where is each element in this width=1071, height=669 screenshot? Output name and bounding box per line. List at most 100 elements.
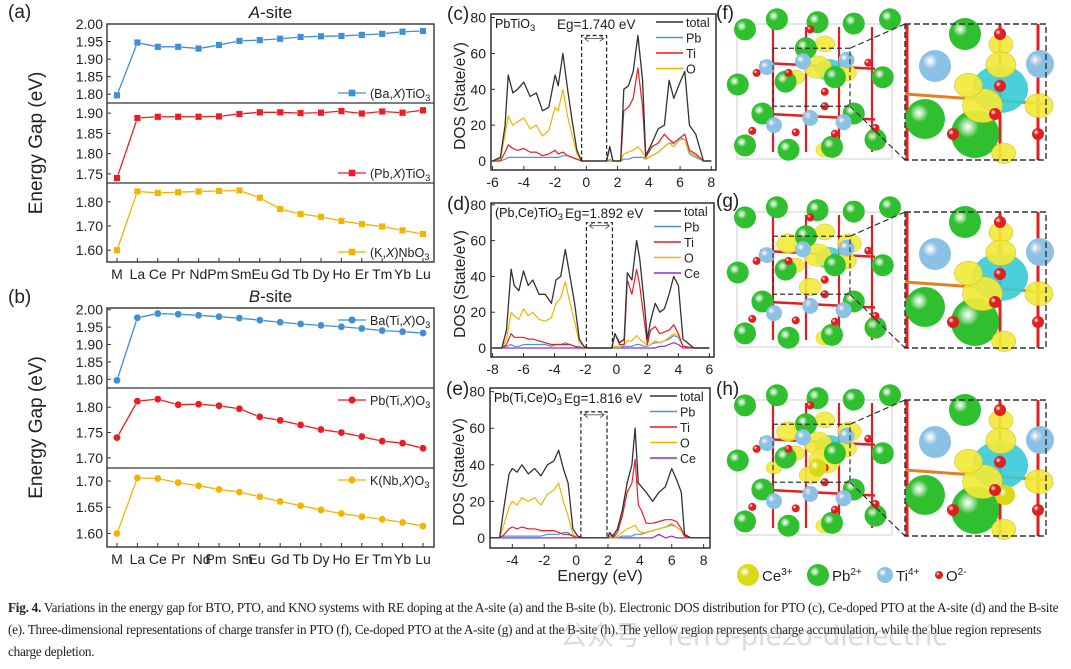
data-point [256, 194, 264, 202]
legend-label: Pb(Ti,X)O3 [370, 394, 430, 410]
data-point [133, 39, 141, 47]
legend-marker [348, 476, 356, 484]
zoom-connector [849, 23, 906, 49]
pb-atom [734, 134, 756, 157]
series-line-O [490, 482, 710, 539]
zoomed-view [904, 394, 1054, 540]
data-point [215, 41, 223, 49]
x-tick-label: Tm [372, 266, 392, 282]
charge-accumulation-region [954, 261, 983, 286]
pb-atom [879, 384, 901, 407]
data-point [357, 324, 366, 333]
data-point [174, 478, 182, 487]
data-point [337, 107, 345, 115]
x-tick-label: Er [355, 551, 369, 567]
legend-label: Ce [684, 267, 700, 281]
charge-accumulation-region [985, 427, 1017, 454]
data-point [419, 230, 427, 238]
charge-accumulation-region [954, 72, 983, 98]
ti-atom [758, 59, 775, 76]
data-point [419, 27, 427, 35]
legend-label: (Pb,X)TiO3 [370, 167, 430, 183]
data-point [133, 474, 142, 482]
y-tick-label: 1.60 [76, 525, 103, 541]
x-tick-label: Tb [292, 551, 309, 567]
ti-atom [802, 297, 819, 314]
y-tick-label: 40 [470, 81, 486, 97]
series-line [116, 477, 424, 534]
o-atom [784, 444, 793, 453]
x-tick-label: -4 [506, 552, 519, 568]
pb-atom [949, 206, 981, 238]
pb-atom [879, 196, 901, 219]
figure-caption: Fig. 4. Variations in the energy gap for… [8, 597, 1066, 663]
data-point [419, 329, 427, 337]
data-point [378, 108, 386, 116]
charge-accumulation-region [814, 223, 835, 241]
data-point [276, 497, 285, 506]
y-tick-label: 1.90 [76, 105, 103, 121]
subplot-BTO: 1.801.85 1.901.95 2.00 (Ba,X)TiO3 [76, 16, 431, 103]
band-gap-box [585, 222, 614, 349]
data-point [378, 326, 387, 335]
data-point [194, 481, 203, 490]
legend-label: Ti [680, 421, 690, 435]
data-point [378, 515, 387, 524]
y-tick-label: 20 [469, 493, 485, 509]
charge-density-structure-h: (h) [716, 379, 1054, 540]
charge-accumulation-region [799, 277, 822, 297]
y-tick-label: 40 [469, 457, 485, 473]
legend-marker [348, 396, 356, 404]
data-point [256, 108, 264, 116]
o-atom [994, 216, 1006, 228]
o-atom [830, 129, 839, 138]
data-point [235, 186, 243, 194]
x-tick-label: Sm [232, 551, 253, 567]
atom-legend-label: Ti4+ [896, 567, 920, 585]
pb-atom [774, 70, 797, 93]
data-point [215, 312, 223, 321]
ti-atom [1026, 426, 1054, 454]
data-point [297, 109, 305, 117]
data-point [154, 189, 162, 197]
ti-atom [766, 493, 782, 510]
data-point [317, 213, 325, 221]
pb-atom [734, 510, 756, 533]
data-point [399, 28, 407, 36]
ti-atom [838, 239, 855, 256]
ce-atom [808, 458, 827, 477]
data-point [174, 400, 182, 409]
ti-atom [795, 53, 811, 70]
charge-accumulation-region [1024, 93, 1054, 118]
y-tick-label: 80 [470, 197, 486, 213]
o-atom [748, 314, 757, 323]
x-tick-label: M [111, 266, 123, 282]
o-atom [791, 504, 800, 513]
x-tick-label: Ce [149, 266, 167, 282]
panel-label: (d) [447, 194, 470, 215]
y-tick-label: 1.95 [76, 319, 103, 335]
o-atom [947, 128, 959, 140]
panel-title: A-site [248, 3, 292, 22]
data-point [337, 322, 346, 331]
o-atom [830, 317, 839, 326]
data-point [378, 30, 386, 38]
panel-label: (g) [716, 191, 739, 212]
x-tick-label: 2 [614, 174, 622, 190]
subplot-PTO: 1.75 1.80 1.85 1.90 (Pb,X)TiO3 [76, 102, 434, 183]
legend-label: Pb [680, 406, 695, 420]
plot-frame [489, 387, 711, 549]
x-tick-label: Lu [415, 266, 431, 282]
plot-frame [490, 13, 717, 171]
legend-label: O [680, 437, 690, 451]
data-point [195, 113, 203, 121]
x-tick-label: -6 [517, 361, 530, 377]
pb-atom [734, 322, 756, 345]
system-label: (Pb,Ce)TiO3 [495, 206, 563, 222]
data-point [113, 174, 121, 182]
atom-legend: Ce3+ Pb2+ Ti4+ O2- [737, 564, 967, 586]
o-atom [989, 296, 1001, 308]
y-tick-label: 1.85 [76, 125, 103, 141]
data-point [133, 313, 142, 322]
